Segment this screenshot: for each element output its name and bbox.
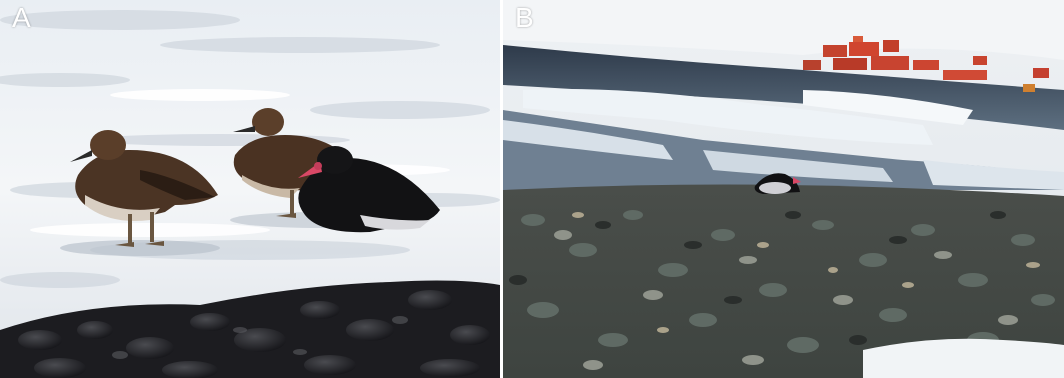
panel-label-b: B	[515, 2, 534, 33]
photo-panel-b: B	[503, 0, 1064, 378]
beach-photo-b	[503, 0, 1064, 378]
bird-left	[70, 130, 218, 247]
panel-label-a: A	[12, 2, 31, 33]
bird-on-beach	[754, 173, 801, 194]
bird-black	[298, 146, 440, 233]
station-buildings	[803, 36, 1049, 92]
photo-panel-a: A	[0, 0, 500, 378]
snow-photo-a	[0, 0, 500, 378]
